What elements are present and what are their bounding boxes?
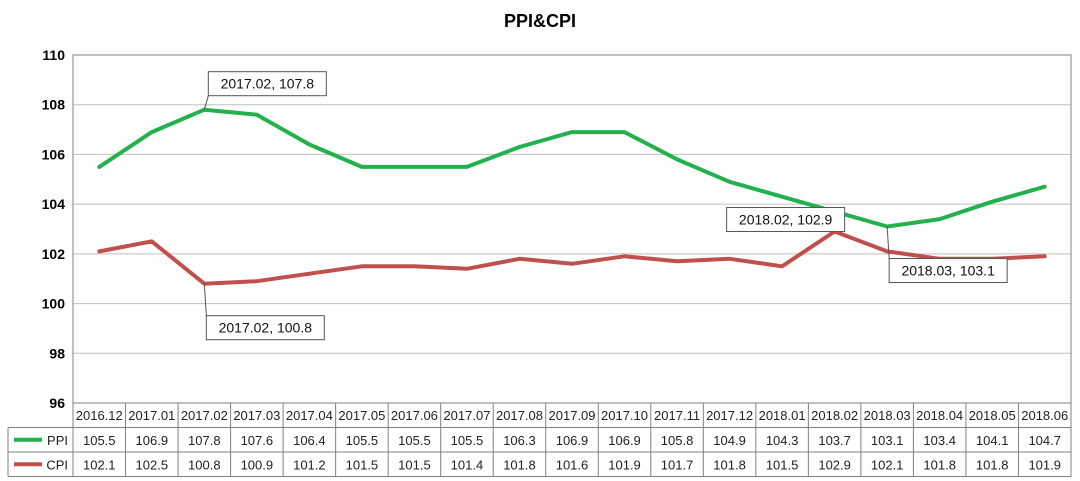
cell-PPI-2017.04: 106.4 — [293, 433, 326, 448]
cell-CPI-2017.08: 101.8 — [503, 457, 536, 472]
legend-label-CPI: CPI — [46, 457, 68, 472]
cell-CPI-2017.03: 100.9 — [241, 457, 274, 472]
cell-PPI-2017.07: 105.5 — [451, 433, 484, 448]
cell-PPI-2017.09: 106.9 — [556, 433, 589, 448]
category-label-2018.03: 2018.03 — [864, 408, 911, 423]
cell-CPI-2017.12: 101.8 — [713, 457, 746, 472]
cell-PPI-2017.03: 107.6 — [241, 433, 274, 448]
y-tick-label-100: 100 — [42, 296, 66, 312]
annotation-leader-1 — [203, 283, 207, 316]
cell-PPI-2017.06: 105.5 — [398, 433, 431, 448]
annotation-label-2: 2018.02, 102.9 — [739, 211, 833, 227]
category-label-2017.06: 2017.06 — [391, 408, 438, 423]
category-label-2017.05: 2017.05 — [338, 408, 385, 423]
category-label-2018.01: 2018.01 — [759, 408, 806, 423]
category-label-2017.04: 2017.04 — [286, 408, 333, 423]
cell-CPI-2016.12: 102.1 — [83, 457, 116, 472]
cell-CPI-2017.06: 101.5 — [398, 457, 431, 472]
cell-CPI-2018.04: 101.8 — [923, 457, 956, 472]
cell-CPI-2017.11: 101.7 — [661, 457, 694, 472]
chart-title: PPI&CPI — [504, 11, 576, 31]
legend-label-PPI: PPI — [47, 433, 68, 448]
cell-CPI-2018.06: 101.9 — [1028, 457, 1061, 472]
cell-PPI-2017.10: 106.9 — [608, 433, 641, 448]
category-label-2018.06: 2018.06 — [1021, 408, 1068, 423]
cell-PPI-2018.01: 104.3 — [766, 433, 799, 448]
annotation-label-3: 2018.03, 103.1 — [901, 263, 995, 279]
cell-CPI-2017.09: 101.6 — [556, 457, 589, 472]
y-tick-label-96: 96 — [49, 395, 65, 411]
category-label-2016.12: 2016.12 — [76, 408, 123, 423]
cell-CPI-2018.05: 101.8 — [976, 457, 1009, 472]
annotation-box-1 — [205, 315, 325, 341]
annotation-leader-0 — [203, 95, 209, 110]
cell-PPI-2018.05: 104.1 — [976, 433, 1009, 448]
category-label-2017.09: 2017.09 — [549, 408, 596, 423]
cell-PPI-2016.12: 105.5 — [83, 433, 116, 448]
cell-CPI-2017.05: 101.5 — [346, 457, 379, 472]
category-label-2017.10: 2017.10 — [601, 408, 648, 423]
cell-CPI-2018.03: 102.1 — [871, 457, 904, 472]
plot-area-border — [72, 54, 1072, 404]
cell-CPI-2017.02: 100.8 — [188, 457, 221, 472]
cell-CPI-2017.10: 101.9 — [608, 457, 641, 472]
category-label-2018.02: 2018.02 — [811, 408, 858, 423]
annotation-leader-3 — [886, 226, 890, 259]
cell-PPI-2017.12: 104.9 — [713, 433, 746, 448]
annotation-box-0 — [207, 71, 327, 97]
annotation-label-0: 2017.02, 107.8 — [221, 76, 315, 92]
annotation-box-2 — [726, 206, 846, 232]
cell-CPI-2017.01: 102.5 — [136, 457, 169, 472]
y-tick-label-110: 110 — [42, 47, 65, 63]
cell-PPI-2017.11: 105.8 — [661, 433, 694, 448]
annotation-box-3 — [888, 258, 1008, 284]
cell-PPI-2018.04: 103.4 — [923, 433, 956, 448]
cell-CPI-2017.04: 101.2 — [293, 457, 326, 472]
y-tick-label-104: 104 — [42, 196, 66, 212]
cell-PPI-2018.03: 103.1 — [871, 433, 904, 448]
category-label-2017.01: 2017.01 — [128, 408, 175, 423]
y-tick-label-102: 102 — [42, 246, 66, 262]
category-label-2017.03: 2017.03 — [233, 408, 280, 423]
cell-CPI-2018.01: 101.5 — [766, 457, 799, 472]
cell-CPI-2017.07: 101.4 — [451, 457, 484, 472]
cell-PPI-2017.02: 107.8 — [188, 433, 221, 448]
cell-PPI-2018.02: 103.7 — [818, 433, 851, 448]
cell-PPI-2017.01: 106.9 — [136, 433, 169, 448]
category-label-2017.12: 2017.12 — [706, 408, 753, 423]
y-tick-label-98: 98 — [49, 345, 65, 361]
annotation-label-1: 2017.02, 100.8 — [219, 320, 313, 336]
category-label-2018.05: 2018.05 — [969, 408, 1016, 423]
cell-CPI-2018.02: 102.9 — [818, 457, 851, 472]
category-label-2017.11: 2017.11 — [654, 408, 700, 423]
cell-PPI-2018.06: 104.7 — [1028, 433, 1061, 448]
cell-PPI-2017.05: 105.5 — [346, 433, 379, 448]
category-label-2017.08: 2017.08 — [496, 408, 543, 423]
category-label-2017.02: 2017.02 — [181, 408, 228, 423]
category-label-2018.04: 2018.04 — [916, 408, 963, 423]
cell-PPI-2017.08: 106.3 — [503, 433, 536, 448]
y-tick-label-106: 106 — [42, 146, 66, 162]
category-label-2017.07: 2017.07 — [443, 408, 490, 423]
y-tick-label-108: 108 — [42, 97, 66, 113]
series-line-CPI — [97, 229, 1047, 286]
series-line-PPI — [97, 107, 1047, 229]
